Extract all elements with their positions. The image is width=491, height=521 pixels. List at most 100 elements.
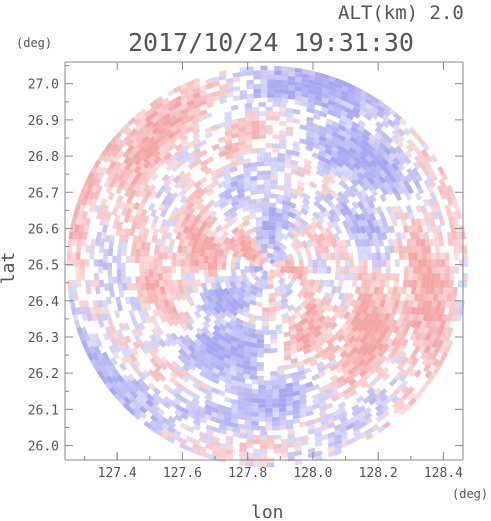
field-cell [387, 119, 396, 128]
field-cell [325, 332, 334, 341]
field-cell [211, 387, 220, 395]
field-cell [192, 142, 201, 151]
field-cell [237, 404, 246, 411]
field-cell [153, 272, 159, 281]
field-cell [364, 286, 371, 295]
field-cell [341, 164, 350, 173]
field-cell [140, 171, 148, 181]
field-cell [154, 279, 160, 288]
field-cell [399, 350, 407, 360]
field-cell [368, 194, 377, 203]
field-cell [408, 368, 417, 378]
field-cell [185, 125, 194, 134]
field-cell [112, 255, 117, 263]
field-cell [432, 293, 439, 302]
field-cell [223, 342, 232, 350]
field-cell [299, 218, 308, 227]
field-cell [345, 239, 352, 247]
field-cell [104, 142, 113, 152]
field-cell [205, 92, 214, 99]
field-cell [161, 292, 168, 301]
field-cell [204, 352, 213, 361]
field-cell [254, 276, 262, 284]
field-cell [434, 280, 441, 288]
field-cell [336, 380, 345, 389]
field-cell [152, 387, 162, 396]
field-cell [366, 252, 372, 260]
field-cell [92, 300, 99, 308]
field-cell [306, 116, 315, 123]
field-cell [325, 198, 334, 207]
field-cell [265, 398, 273, 404]
field-cell [251, 402, 259, 408]
field-cell [96, 231, 102, 240]
field-cell [290, 169, 299, 176]
field-cell [232, 72, 241, 78]
field-cell [287, 94, 296, 100]
field-cell [417, 387, 426, 396]
field-cell [173, 100, 183, 109]
field-cell [391, 395, 400, 404]
field-cell [329, 161, 338, 170]
field-cell [234, 280, 243, 289]
field-cell [173, 132, 183, 141]
field-cell [229, 175, 238, 183]
field-cell [162, 252, 168, 260]
field-cell [451, 293, 457, 302]
field-cell [283, 373, 292, 380]
field-cell [173, 397, 182, 406]
field-cell [345, 112, 355, 121]
field-cell [131, 328, 139, 338]
field-cell [329, 156, 339, 164]
field-cell [376, 232, 383, 241]
field-cell [301, 91, 310, 98]
field-cell [351, 323, 360, 333]
field-cell [330, 285, 338, 294]
field-cell [274, 88, 282, 94]
field-cell [131, 241, 138, 250]
field-cell [330, 384, 339, 392]
field-cell [431, 266, 437, 274]
field-cell [336, 144, 346, 153]
field-cell [397, 180, 406, 189]
field-cell [142, 309, 150, 318]
field-cell [334, 443, 343, 451]
field-cell [165, 305, 173, 314]
field-cell [300, 240, 309, 249]
field-cell [163, 185, 172, 194]
field-cell [218, 88, 227, 95]
field-cell [308, 74, 317, 81]
field-cell [299, 317, 309, 326]
field-cell [413, 344, 421, 354]
field-cell [325, 252, 331, 261]
field-cell [223, 309, 233, 318]
field-cell [190, 219, 198, 229]
field-cell [364, 417, 373, 425]
field-cell [375, 414, 385, 423]
field-cell [281, 204, 290, 211]
field-cell [379, 393, 389, 402]
field-cell [321, 82, 330, 90]
field-cell [280, 297, 289, 305]
field-cell [249, 162, 258, 168]
field-cell [211, 436, 221, 443]
field-cell [235, 202, 244, 210]
field-cell [274, 79, 282, 85]
field-cell [180, 139, 189, 148]
field-cell [177, 279, 183, 288]
field-cell [186, 425, 195, 433]
field-cell [340, 239, 347, 248]
field-cell [161, 197, 170, 206]
field-cell [345, 117, 354, 126]
field-cell [212, 426, 221, 433]
field-cell [393, 151, 402, 160]
field-cell [135, 248, 141, 257]
field-cell [441, 293, 448, 302]
field-cell [89, 306, 96, 315]
field-cell [161, 97, 170, 106]
field-cell [144, 262, 149, 270]
field-cell [197, 406, 206, 414]
field-cell [391, 306, 398, 315]
field-cell [84, 306, 91, 315]
field-cell [255, 216, 263, 223]
